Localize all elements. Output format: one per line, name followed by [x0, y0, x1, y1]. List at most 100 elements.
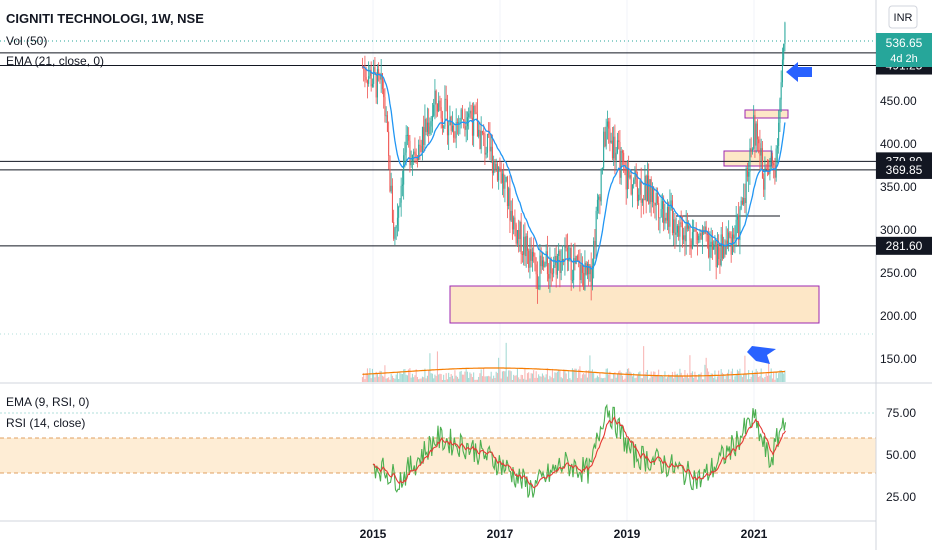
candle-body — [510, 210, 512, 221]
candle-body — [408, 134, 410, 141]
volume-bar — [709, 375, 711, 382]
candle-body — [739, 208, 741, 240]
candle-body — [624, 161, 626, 166]
candle-body — [648, 175, 650, 204]
price-tick-label: 200.00 — [880, 309, 917, 323]
arrow-left-icon — [786, 62, 812, 82]
volume-bar — [644, 374, 646, 382]
volume-bar — [526, 373, 528, 382]
volume-bar — [528, 372, 530, 382]
candle-body — [446, 99, 448, 136]
volume-bar — [713, 378, 715, 382]
candle-body — [704, 226, 706, 234]
volume-bar — [576, 377, 578, 382]
candle-body — [606, 121, 608, 127]
volume-bar — [511, 379, 513, 382]
candle-body — [688, 225, 690, 229]
volume-bar — [488, 375, 490, 382]
candle-body — [591, 266, 593, 287]
candle-body — [610, 140, 612, 143]
candle-body — [384, 97, 386, 116]
last-price-badge — [876, 33, 932, 67]
candle-body — [783, 43, 785, 60]
ema-indicator-label[interactable]: EMA (21, close, 0) — [6, 54, 104, 68]
volume-bar — [399, 372, 401, 382]
volume-bar — [596, 375, 598, 382]
volume-bar — [756, 371, 758, 382]
candle-body — [654, 202, 656, 206]
candle-body — [423, 127, 425, 145]
candle-body — [459, 121, 461, 123]
volume-bar — [579, 366, 581, 382]
volume-bar — [444, 379, 446, 382]
volume-bar — [364, 379, 366, 382]
candle-body — [774, 165, 776, 178]
volume-bar — [478, 376, 480, 382]
candle-body — [613, 136, 615, 159]
candle-body — [706, 233, 708, 235]
volume-bar — [495, 371, 497, 382]
ema-line — [362, 66, 786, 270]
candle-body — [440, 107, 442, 119]
volume-bar — [691, 371, 693, 382]
candle-body — [533, 251, 535, 257]
volume-bar — [489, 376, 491, 382]
candle-body — [375, 72, 377, 98]
volume-bar — [570, 379, 572, 382]
candle-body — [364, 67, 366, 78]
candle-body — [749, 148, 751, 172]
candle-body — [636, 186, 638, 202]
volume-bar — [619, 370, 621, 382]
rsi-indicator-label[interactable]: RSI (14, close) — [6, 416, 85, 430]
volume-bar — [398, 379, 400, 382]
candle-body — [434, 90, 436, 105]
resistance-box-upper[interactable] — [744, 109, 789, 119]
candle-body — [711, 241, 713, 250]
volume-bar — [556, 371, 558, 382]
candle-body — [396, 217, 398, 226]
candle-body — [430, 121, 432, 127]
volume-bar — [505, 342, 507, 382]
rsi-line — [372, 403, 787, 498]
candle-body — [504, 180, 506, 189]
volume-bar — [664, 371, 666, 382]
volume-bar — [540, 376, 542, 382]
candle-body — [438, 100, 440, 112]
volume-bar — [618, 371, 620, 382]
volume-bar — [564, 369, 566, 382]
volume-bar — [419, 378, 421, 382]
candle-body — [514, 217, 516, 225]
demand-zone-box[interactable] — [449, 285, 820, 324]
volume-bar — [524, 368, 526, 382]
candle-body — [744, 197, 746, 204]
volume-bar — [518, 377, 520, 382]
volume-bar — [431, 373, 433, 382]
volume-bar — [653, 371, 655, 382]
volume-bar — [403, 369, 405, 382]
volume-bar — [374, 377, 376, 382]
symbol-title[interactable]: CIGNITI TECHNOLOGI, 1W, NSE — [6, 11, 204, 26]
candle-body — [751, 148, 753, 152]
volume-bar — [516, 368, 518, 382]
volume-bar — [599, 372, 601, 382]
volume-bar — [424, 368, 426, 382]
rsi-ema-indicator-label[interactable]: EMA (9, RSI, 0) — [6, 395, 89, 409]
volume-bar — [759, 375, 761, 382]
volume-indicator-label[interactable]: Vol (50) — [6, 34, 47, 48]
candle-body — [694, 229, 696, 231]
volume-bar — [758, 377, 760, 382]
volume-bar — [588, 370, 590, 382]
volume-bar — [410, 377, 412, 382]
volume-bar — [565, 373, 567, 382]
candle-body — [756, 123, 758, 140]
volume-bar — [533, 370, 535, 382]
candle-body — [456, 122, 458, 124]
candle-body — [501, 173, 503, 183]
candle-body — [460, 109, 462, 122]
candle-body — [671, 200, 673, 233]
volume-bar — [363, 372, 365, 382]
currency-button[interactable] — [888, 5, 918, 29]
volume-bar — [491, 378, 493, 382]
candle-body — [755, 123, 757, 146]
